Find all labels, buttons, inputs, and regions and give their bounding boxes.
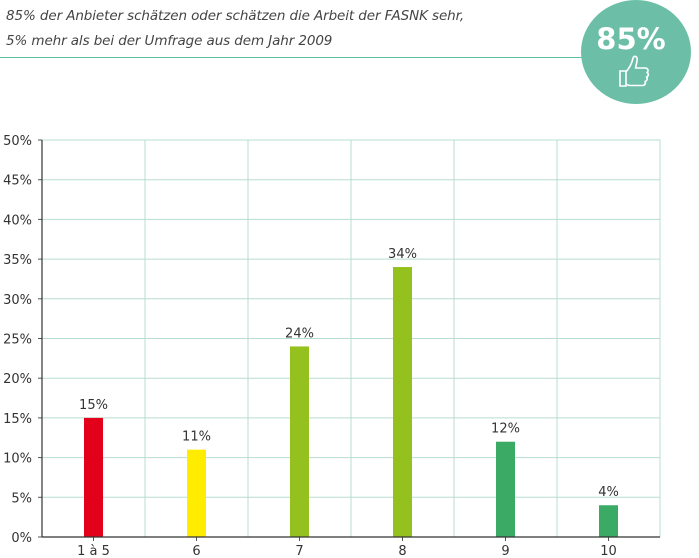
- bar: [84, 417, 103, 537]
- chart-axes: 0% 5% 10% 15% 20% 25% 30% 35% 40% 45% 50% 1 à 5 6 7 8 9…: [3, 134, 660, 558]
- y-tick-label: 25%: [3, 333, 32, 348]
- bar-value-label: 12%: [491, 422, 520, 437]
- chart-grid: [42, 139, 661, 537]
- badge-value: 85%: [596, 22, 666, 56]
- bar: [393, 267, 412, 537]
- y-tick-label: 10%: [3, 452, 32, 467]
- headline-line-1: 85% der Anbieter schätzen oder schätzen …: [6, 8, 465, 24]
- y-tick-label: 15%: [3, 412, 32, 427]
- bar-value-label: 34%: [388, 247, 417, 262]
- headline-line-2: 5% mehr als bei der Umfrage aus dem Jahr…: [6, 33, 333, 49]
- bar-value-label: 4%: [598, 485, 619, 500]
- thumbs-up-icon: [619, 55, 650, 87]
- x-tick-label: 8: [398, 544, 406, 558]
- bar: [290, 346, 309, 537]
- y-tick-label: 5%: [11, 491, 32, 506]
- bar-value-label: 24%: [285, 326, 314, 341]
- bar-value-label: 15%: [79, 398, 108, 413]
- y-tick-label: 50%: [3, 134, 32, 149]
- bar: [496, 441, 515, 537]
- bar-chart: 15% 11% 24% 34% 12% 4% 0% 5% 10% 15% 20% 25% 30% 35%…: [3, 134, 661, 558]
- y-tick-label: 30%: [3, 293, 32, 308]
- bar: [187, 449, 206, 537]
- y-tick-label: 35%: [3, 253, 32, 268]
- y-tick-label: 40%: [3, 213, 32, 228]
- headline: 85% der Anbieter schätzen oder schätzen …: [6, 4, 464, 54]
- y-tick-label: 45%: [3, 174, 32, 189]
- x-tick-label: 1 à 5: [77, 544, 110, 558]
- percentage-badge: 85%: [581, 0, 691, 104]
- x-tick-label: 10: [600, 544, 617, 558]
- bar-value-label: 11%: [182, 430, 211, 445]
- x-tick-label: 6: [192, 544, 200, 558]
- header-divider: [0, 57, 583, 58]
- y-tick-label: 0%: [11, 531, 32, 546]
- chart-bars: 15% 11% 24% 34% 12% 4%: [79, 247, 619, 537]
- x-tick-label: 7: [295, 544, 303, 558]
- bar: [599, 505, 618, 537]
- x-tick-label: 9: [501, 544, 509, 558]
- y-tick-label: 20%: [3, 372, 32, 387]
